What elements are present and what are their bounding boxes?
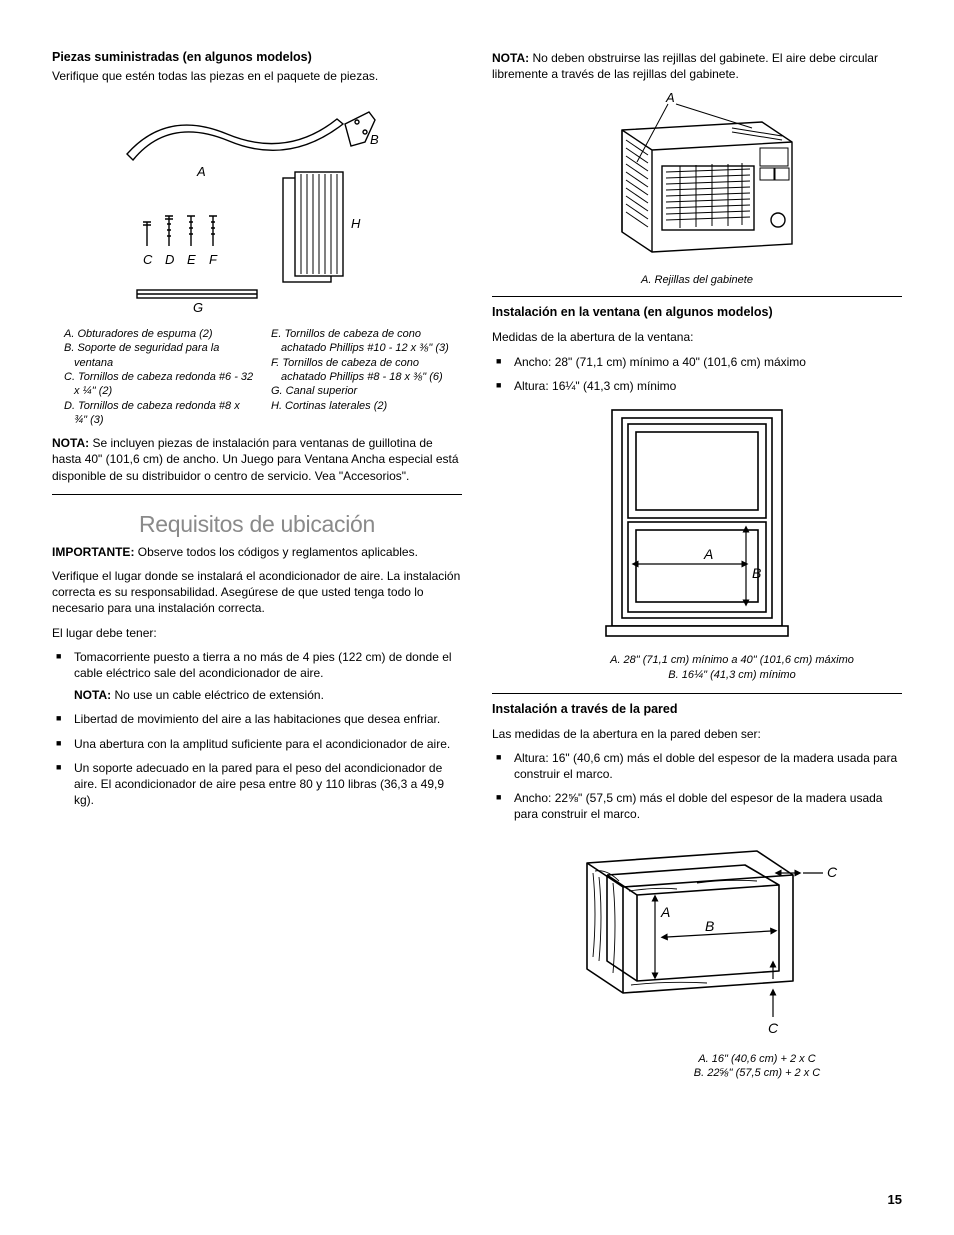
svg-text:F: F bbox=[209, 252, 218, 267]
nota-label: NOTA: bbox=[52, 436, 89, 450]
cabinet-caption: A. Rejillas del gabinete bbox=[492, 274, 902, 286]
svg-text:C: C bbox=[768, 1020, 779, 1036]
divider bbox=[492, 693, 902, 694]
window-caption-b: B. 16¼" (41,3 cm) mínimo bbox=[562, 668, 902, 683]
nota-text: No deben obstruirse las rejillas del gab… bbox=[492, 51, 878, 81]
legend-item: H. Cortinas laterales (2) bbox=[271, 399, 462, 413]
svg-text:D: D bbox=[165, 252, 174, 267]
wall-install-heading: Instalación a través de la pared bbox=[492, 702, 902, 716]
req-p2: El lugar debe tener: bbox=[52, 625, 462, 641]
window-dim-list: Ancho: 28" (71,1 cm) mínimo a 40" (101,6… bbox=[492, 354, 902, 394]
importante-text: Observe todos los códigos y reglamentos … bbox=[134, 545, 417, 559]
window-install-intro: Medidas de la abertura de la ventana: bbox=[492, 329, 902, 345]
importante-line: IMPORTANTE: Observe todos los códigos y … bbox=[52, 544, 462, 560]
list-item: Ancho: 22⅝" (57,5 cm) más el doble del e… bbox=[492, 790, 902, 822]
list-item: Tomacorriente puesto a tierra a no más d… bbox=[52, 649, 462, 704]
svg-text:G: G bbox=[193, 300, 203, 314]
page-number: 15 bbox=[888, 1192, 902, 1207]
window-figure: A B A. 28" (71,1 cm) mínimo a 40" (101,6… bbox=[492, 404, 902, 683]
svg-text:B: B bbox=[705, 918, 714, 934]
legend-item: B. Soporte de seguridad para la ventana bbox=[64, 341, 255, 370]
importante-label: IMPORTANTE: bbox=[52, 545, 134, 559]
list-item: Altura: 16¼" (41,3 cm) mínimo bbox=[492, 378, 902, 394]
legend-item: C. Tornillos de cabeza redonda #6 - 32 x… bbox=[64, 370, 255, 399]
parts-diagram-icon: A B C D E F G H bbox=[107, 94, 407, 314]
nota-text: Se incluyen piezas de instalación para v… bbox=[52, 436, 459, 482]
legend-item: E. Tornillos de cabeza de cono achatado … bbox=[271, 327, 462, 356]
location-requirements-heading: Requisitos de ubicación bbox=[52, 511, 462, 538]
legend-item: D. Tornillos de cabeza redonda #8 x ¾" (… bbox=[64, 399, 255, 428]
window-diagram-icon: A B bbox=[592, 404, 802, 644]
list-item: Un soporte adecuado en la pared para el … bbox=[52, 760, 462, 809]
list-item: Ancho: 28" (71,1 cm) mínimo a 40" (101,6… bbox=[492, 354, 902, 370]
svg-text:A: A bbox=[703, 546, 713, 562]
window-caption-a: A. 28" (71,1 cm) mínimo a 40" (101,6 cm)… bbox=[562, 653, 902, 668]
ac-unit-icon: A bbox=[582, 92, 812, 267]
cabinet-figure: A A. Rejillas del gabinete bbox=[492, 92, 902, 286]
window-install-heading: Instalación en la ventana (en algunos mo… bbox=[492, 305, 902, 319]
svg-text:A: A bbox=[665, 92, 675, 105]
nota-label: NOTA: bbox=[492, 51, 529, 65]
list-item: Libertad de movimiento del aire a las ha… bbox=[52, 711, 462, 727]
svg-text:A: A bbox=[196, 164, 206, 179]
list-item: Una abertura con la amplitud suficiente … bbox=[52, 736, 462, 752]
svg-text:A: A bbox=[660, 904, 670, 920]
wall-dim-list: Altura: 16" (40,6 cm) más el doble del e… bbox=[492, 750, 902, 823]
svg-text:C: C bbox=[143, 252, 153, 267]
wall-figure: A B C C A. 16" (40,6 cm) + 2 x C B. 22⅝"… bbox=[492, 833, 902, 1082]
parts-note: NOTA: Se incluyen piezas de instalación … bbox=[52, 435, 462, 484]
req-p1: Verifique el lugar donde se instalará el… bbox=[52, 568, 462, 617]
list-item: Altura: 16" (40,6 cm) más el doble del e… bbox=[492, 750, 902, 782]
window-caption: A. 28" (71,1 cm) mínimo a 40" (101,6 cm)… bbox=[492, 653, 902, 683]
svg-text:B: B bbox=[752, 565, 761, 581]
req-list: Tomacorriente puesto a tierra a no más d… bbox=[52, 649, 462, 809]
svg-text:C: C bbox=[827, 864, 838, 880]
legend-item: G. Canal superior bbox=[271, 384, 462, 398]
nota-text: No use un cable eléctrico de extensión. bbox=[111, 688, 324, 702]
cabinet-note: NOTA: No deben obstruirse las rejillas d… bbox=[492, 50, 902, 82]
svg-text:H: H bbox=[351, 216, 361, 231]
nota-label: NOTA: bbox=[74, 688, 111, 702]
legend-item: A. Obturadores de espuma (2) bbox=[64, 327, 255, 341]
svg-text:E: E bbox=[187, 252, 196, 267]
divider bbox=[52, 494, 462, 495]
wall-install-intro: Las medidas de la abertura en la pared d… bbox=[492, 726, 902, 742]
parts-figure: A B C D E F G H bbox=[52, 94, 462, 317]
wall-caption-b: B. 22⅝" (57,5 cm) + 2 x C bbox=[612, 1066, 902, 1081]
parts-legend: A. Obturadores de espuma (2) B. Soporte … bbox=[64, 327, 462, 427]
wall-caption-a: A. 16" (40,6 cm) + 2 x C bbox=[612, 1052, 902, 1067]
legend-item: F. Tornillos de cabeza de cono achatado … bbox=[271, 356, 462, 385]
parts-heading: Piezas suministradas (en algunos modelos… bbox=[52, 50, 462, 64]
svg-text:B: B bbox=[370, 132, 379, 147]
wall-caption: A. 16" (40,6 cm) + 2 x C B. 22⅝" (57,5 c… bbox=[492, 1052, 902, 1082]
list-text: Tomacorriente puesto a tierra a no más d… bbox=[74, 650, 452, 680]
wall-frame-diagram-icon: A B C C bbox=[547, 833, 847, 1043]
divider bbox=[492, 296, 902, 297]
parts-intro: Verifique que estén todas las piezas en … bbox=[52, 68, 462, 84]
